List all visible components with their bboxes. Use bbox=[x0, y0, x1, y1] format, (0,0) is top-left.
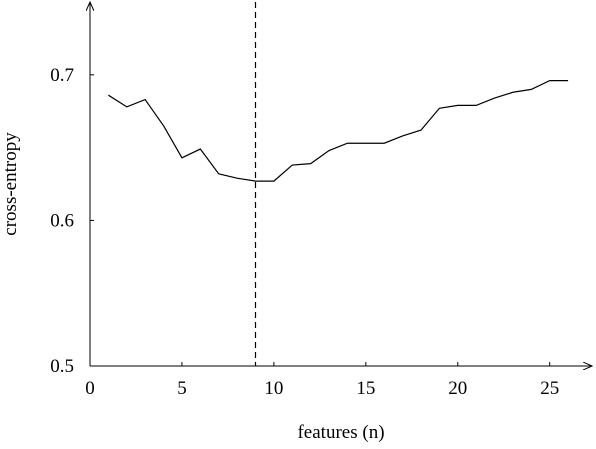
x-tick-label: 0 bbox=[85, 378, 95, 399]
x-tick-label: 5 bbox=[177, 378, 187, 399]
x-tick-label: 20 bbox=[448, 378, 467, 399]
x-tick-label: 10 bbox=[264, 378, 283, 399]
y-axis-label: cross-entropy bbox=[0, 132, 21, 236]
x-axis-label: features (n) bbox=[297, 422, 384, 443]
y-tick-label: 0.6 bbox=[50, 210, 74, 231]
x-tick-label: 25 bbox=[540, 378, 559, 399]
x-tick-label: 15 bbox=[356, 378, 375, 399]
line-series bbox=[108, 80, 569, 182]
y-tick-label: 0.7 bbox=[50, 65, 74, 86]
y-tick-label: 0.5 bbox=[50, 356, 74, 377]
